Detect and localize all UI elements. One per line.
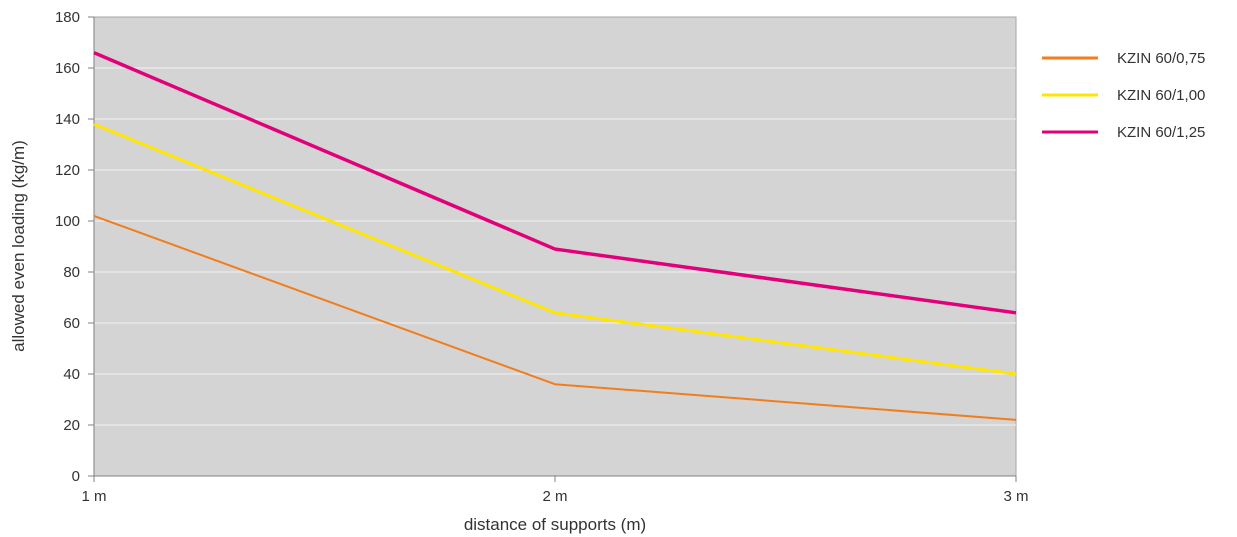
- legend-label: KZIN 60/1,25: [1117, 124, 1205, 141]
- x-tick-labels: 1 m 2 m 3 m: [81, 488, 1028, 505]
- plot-area: [93, 16, 1017, 477]
- y-tick-label: 0: [72, 468, 80, 485]
- legend-label: KZIN 60/0,75: [1117, 50, 1205, 67]
- series-line: [93, 51, 1017, 315]
- axes: [88, 16, 1017, 482]
- y-tick-label: 160: [55, 60, 80, 77]
- y-tick-label: 100: [55, 213, 80, 230]
- x-axis-title: distance of supports (m): [464, 515, 646, 534]
- y-tick-label: 80: [63, 264, 80, 281]
- x-tick-label: 2 m: [542, 488, 567, 505]
- y-tick-label: 120: [55, 162, 80, 179]
- y-tick-label: 40: [63, 366, 80, 383]
- y-tick-label: 60: [63, 315, 80, 332]
- x-tick-label: 3 m: [1003, 488, 1028, 505]
- x-tick-label: 1 m: [81, 488, 106, 505]
- series-lines: [93, 51, 1017, 421]
- y-tick-label: 180: [55, 9, 80, 26]
- series-line: [93, 214, 1017, 421]
- y-tick-labels: 0 20 40 60 80 100 120 140 160 180: [55, 9, 80, 485]
- y-tick-label: 140: [55, 111, 80, 128]
- legend-label: KZIN 60/1,00: [1117, 87, 1205, 104]
- y-tick-label: 20: [63, 417, 80, 434]
- y-axis-title: allowed even loading (kg/m): [9, 140, 28, 352]
- legend: KZIN 60/0,75 KZIN 60/1,00 KZIN 60/1,25: [1042, 50, 1205, 141]
- series-line: [93, 122, 1017, 376]
